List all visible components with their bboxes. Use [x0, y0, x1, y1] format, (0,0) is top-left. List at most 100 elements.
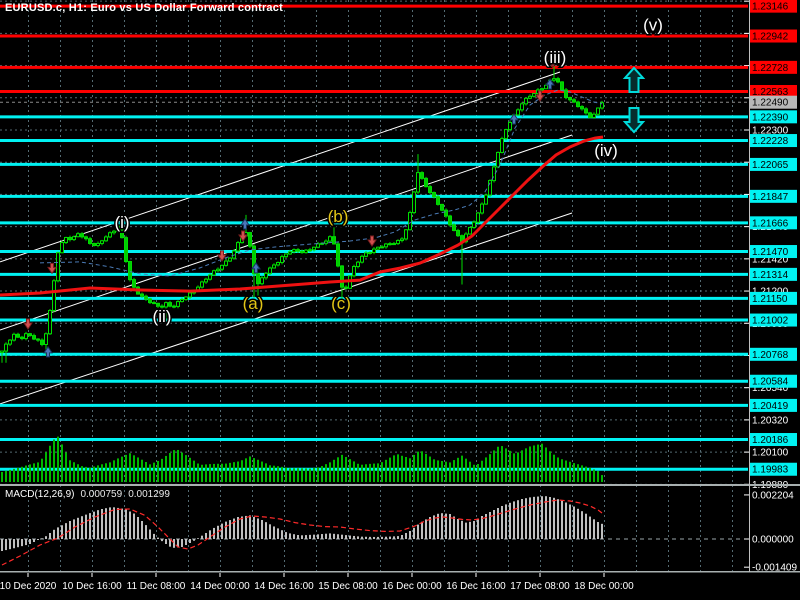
wave-label[interactable]: (ii): [151, 305, 173, 327]
price-level-labels[interactable]: 1.22390 1.22228 1.22065 1.21847 1.21666 1.214…: [750, 0, 797, 476]
sell-arrow-marker[interactable]: [23, 318, 33, 330]
candle-body: [212, 270, 216, 276]
volume-bar: [49, 445, 51, 482]
wave-label[interactable]: (iii): [542, 46, 568, 68]
volume-bar: [369, 463, 371, 482]
candle-body: [96, 242, 100, 247]
macd-signal-line: [1, 499, 603, 566]
level-lines[interactable]: [0, 4, 748, 471]
candle-body: [564, 89, 568, 99]
macd-histogram-bar: [41, 538, 43, 539]
candle-body: [32, 335, 36, 340]
wave-label[interactable]: (i): [113, 211, 131, 233]
sell-arrow-marker[interactable]: [217, 250, 227, 262]
macd-name: MACD(12,26,9): [5, 489, 75, 500]
resistance-price-label: 1.22728: [752, 63, 789, 74]
wave-label[interactable]: (a): [241, 292, 265, 314]
sell-arrow-marker[interactable]: [535, 90, 545, 102]
volume-bar: [357, 463, 359, 482]
candle-body: [284, 253, 288, 258]
buy-arrow-marker[interactable]: [251, 262, 261, 274]
macd-histogram-bar: [553, 497, 555, 539]
volume-bar: [457, 457, 459, 482]
macd-histogram-bar: [557, 499, 559, 539]
candle-body: [52, 280, 56, 312]
volume-bar: [213, 463, 215, 482]
candle-body: [40, 339, 44, 345]
macd-histogram-bar: [389, 536, 391, 539]
macd-histogram-bar: [217, 525, 219, 539]
candle-body: [416, 172, 420, 193]
big-up-arrow[interactable]: [622, 66, 646, 93]
macd-histogram-bar: [61, 525, 63, 539]
volume-bar: [1, 472, 3, 482]
volume-bar: [549, 451, 551, 482]
buy-arrow-marker[interactable]: [509, 113, 519, 125]
sell-arrow-marker[interactable]: [47, 262, 57, 275]
big-down-arrow[interactable]: [622, 107, 646, 134]
candle-body: [256, 273, 260, 285]
macd-histogram-bar: [129, 511, 131, 539]
support-price-label: 1.21847: [752, 192, 789, 203]
wave-labels[interactable]: (i) (ii) (a) (b) (c) (iii) (iv) (v): [113, 14, 665, 328]
candle-body: [524, 97, 528, 105]
support-price-label-box: [750, 157, 797, 171]
wave-label[interactable]: (iv): [593, 139, 620, 161]
volume-bar: [41, 458, 43, 482]
buy-arrow-marker[interactable]: [545, 78, 555, 90]
direction-arrows[interactable]: [622, 66, 646, 134]
volume-bar: [581, 465, 583, 482]
macd-histogram-bar: [465, 522, 467, 539]
macd-signal-value: 0.001299: [128, 489, 170, 500]
buy-arrow-marker[interactable]: [240, 218, 250, 230]
sell-arrow-marker[interactable]: [548, 56, 558, 68]
macd-histogram-bar: [137, 517, 139, 539]
volume-bar: [133, 455, 135, 482]
candle-body: [472, 221, 476, 228]
volume-bar: [569, 461, 571, 482]
macd-histogram-bar: [141, 521, 143, 539]
candle-body: [116, 225, 120, 232]
candle-body: [200, 281, 204, 288]
sell-arrow-marker[interactable]: [238, 230, 248, 242]
trendline[interactable]: [0, 71, 561, 263]
macd-histogram-bar: [73, 519, 75, 539]
trendline[interactable]: [0, 212, 573, 405]
macd-histogram-bar: [569, 504, 571, 539]
volume-bar: [245, 458, 247, 482]
candle-body: [108, 232, 112, 238]
time-axis[interactable]: 10 Dec 2020 10 Dec 16:00 11 Dec 08:00 14 De…: [0, 573, 634, 592]
volume-bar: [337, 457, 339, 482]
macd-axis[interactable]: 0.002204 0.000000 -0.001409: [744, 490, 797, 574]
wave-label[interactable]: (b): [326, 205, 350, 227]
grid-lines: [0, 0, 748, 571]
macd-histogram-bar: [165, 539, 167, 544]
signal-markers[interactable]: [23, 56, 558, 358]
chart-title: EURUSD.c, H1: Euro vs US Dollar Forward …: [5, 2, 283, 14]
volume-bar: [157, 460, 159, 482]
macd-histogram-bar: [397, 536, 399, 539]
wave-label[interactable]: (v): [642, 14, 665, 36]
volume-bar: [301, 468, 303, 482]
macd-histogram-bar: [197, 538, 199, 539]
resistance-price-label: 1.22942: [752, 32, 789, 43]
time-axis-label: 16 Dec 16:00: [446, 581, 506, 592]
macd-histogram-bar: [209, 530, 211, 539]
sell-arrow-marker[interactable]: [367, 235, 377, 247]
buy-arrow-marker[interactable]: [43, 345, 53, 358]
macd-histogram-bar: [481, 516, 483, 539]
candle-body: [484, 194, 488, 205]
candle-body: [84, 236, 88, 240]
volume-bar: [589, 467, 591, 482]
wave-label[interactable]: (c): [330, 292, 353, 314]
volume-bar: [377, 463, 379, 482]
macd-histogram-bar: [221, 523, 223, 539]
macd-histogram-bar: [109, 507, 111, 539]
macd-histogram-bar: [353, 535, 355, 539]
volume-bar: [253, 458, 255, 482]
macd-histogram-bar: [593, 519, 595, 539]
candle-body: [568, 97, 572, 101]
volume-bar: [533, 445, 535, 482]
main-macd-separator[interactable]: [0, 484, 800, 486]
